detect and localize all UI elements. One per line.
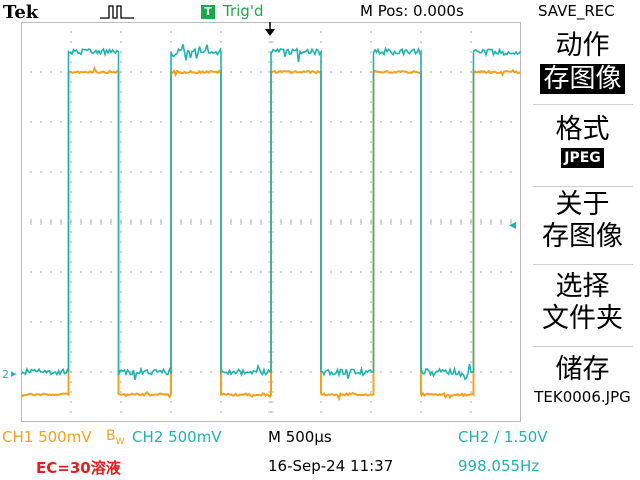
ch1-bw-limit-icon: BW xyxy=(106,428,125,447)
menu-action-button[interactable]: 动作 存图像 xyxy=(525,30,640,94)
ch2-ground-arrow-icon: ▸ xyxy=(11,367,17,380)
main-position: M Pos: 0.000s xyxy=(360,2,464,20)
trigger-badge: T xyxy=(201,5,215,19)
menu-format-button[interactable]: 格式 JPEG xyxy=(525,114,640,168)
square-wave-pulse-icon xyxy=(100,5,134,19)
annotation-text: EC=30溶液 xyxy=(36,459,121,477)
top-status-bar: Tek T Trig'd M Pos: 0.000s SAVE_REC xyxy=(0,0,640,23)
menu-select-line1: 选择 xyxy=(555,271,610,302)
ch2-ground-marker: 2 xyxy=(2,368,9,381)
waveform-svg xyxy=(21,22,521,422)
menu-about-line2: 存图像 xyxy=(542,221,623,252)
ch2-scale: CH2 500mV xyxy=(132,428,222,446)
trace-ch2 xyxy=(21,44,521,381)
side-menu: 动作 存图像 格式 JPEG 关于 存图像 选择 文件夹 储存 TEK0006.… xyxy=(525,24,640,414)
brand-logo: Tek xyxy=(3,2,39,23)
menu-save-button[interactable]: 储存 TEK0006.JPG xyxy=(525,354,640,406)
menu-about-button[interactable]: 关于 存图像 xyxy=(525,189,640,253)
frequency-readout: 998.055Hz xyxy=(458,457,540,475)
menu-save-label: 储存 xyxy=(555,354,610,385)
trigger-state: Trig'd xyxy=(223,2,264,20)
timebase: M 500µs xyxy=(268,428,332,446)
menu-title: SAVE_REC xyxy=(538,2,615,20)
menu-action-value: 存图像 xyxy=(540,64,625,94)
menu-format-value: JPEG xyxy=(561,148,604,168)
menu-select-folder-button[interactable]: 选择 文件夹 xyxy=(525,271,640,335)
trigger-position-icon xyxy=(265,29,275,36)
traces xyxy=(21,44,521,402)
menu-about-line1: 关于 xyxy=(555,189,610,220)
waveform-display xyxy=(21,22,521,422)
ch1-scale: CH1 500mV xyxy=(2,428,92,446)
menu-action-label: 动作 xyxy=(555,30,610,61)
menu-format-label: 格式 xyxy=(555,114,610,145)
menu-select-line2: 文件夹 xyxy=(542,303,623,334)
date-time: 16-Sep-24 11:37 xyxy=(268,457,394,475)
menu-save-file: TEK0006.JPG xyxy=(534,388,631,406)
bottom-status-bar: CH1 500mV BW CH2 500mV M 500µs CH2 ∕ 1.5… xyxy=(0,425,640,480)
trigger-readout: CH2 ∕ 1.50V xyxy=(458,428,548,446)
trigger-level-arrow-icon: ◂ xyxy=(509,217,517,233)
